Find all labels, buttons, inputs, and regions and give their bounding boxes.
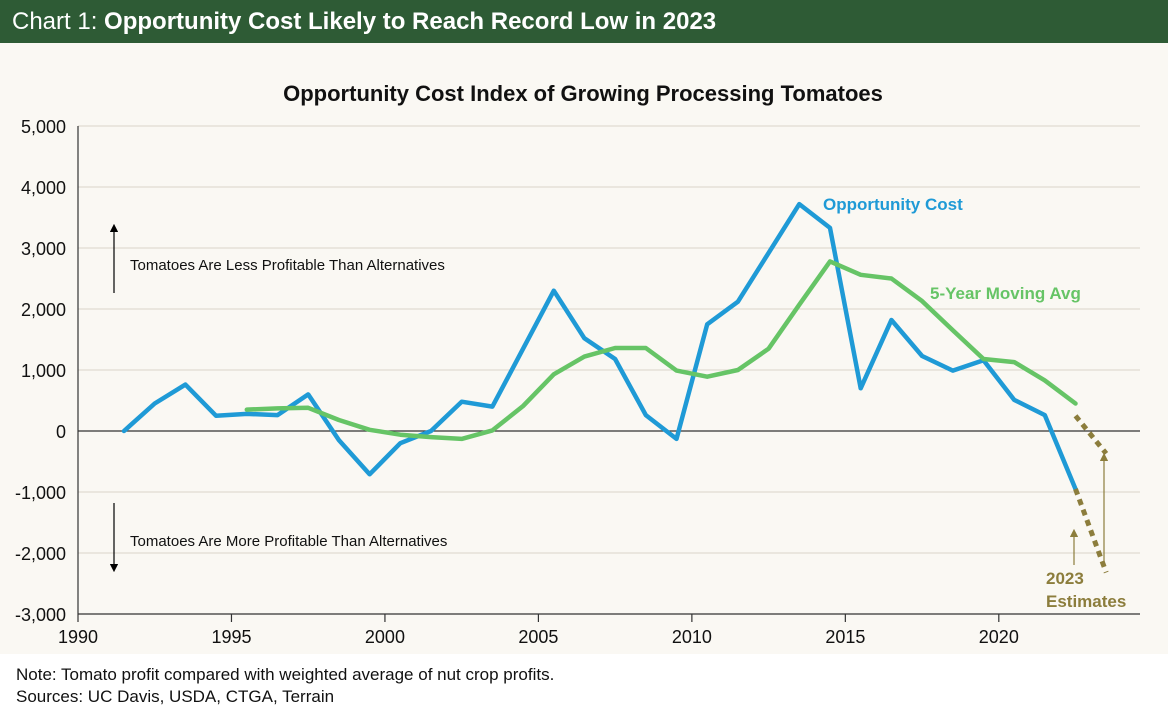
x-tick-label: 2015 bbox=[825, 627, 865, 647]
x-axis: 1990 1995 2000 2005 2010 2015 2020 bbox=[58, 613, 1140, 647]
chart-number: Chart 1: bbox=[12, 8, 105, 35]
y-tick-label: -3,000 bbox=[15, 605, 66, 625]
opportunity-cost-chart: Opportunity Cost Index of Growing Proces… bbox=[15, 81, 1140, 647]
x-tick-label: 2005 bbox=[518, 627, 558, 647]
x-tick-label: 2000 bbox=[365, 627, 405, 647]
footnote: Note: Tomato profit compared with weight… bbox=[16, 665, 555, 684]
y-axis: 5,000 4,000 3,000 2,000 1,000 0 -1,000 -2,000 -3… bbox=[15, 117, 79, 625]
chart-title: Opportunity Cost Index of Growing Proces… bbox=[283, 81, 883, 106]
chart-headline: Opportunity Cost Likely to Reach Record … bbox=[104, 8, 717, 35]
series-line-5-year-moving-avg-2023-estimate bbox=[1073, 414, 1109, 456]
estimates-year-label: 2023 bbox=[1046, 569, 1084, 588]
y-tick-label: 1,000 bbox=[21, 361, 66, 381]
series-line-opportunity-cost bbox=[121, 201, 1078, 492]
y-tick-label: 3,000 bbox=[21, 239, 66, 259]
y-tick-label: 0 bbox=[56, 422, 66, 442]
y-tick-label: 4,000 bbox=[21, 178, 66, 198]
less-profitable-label: Tomatoes Are Less Profitable Than Altern… bbox=[130, 257, 445, 274]
chart-footer: Note: Tomato profit compared with weight… bbox=[16, 664, 554, 708]
series-line-opportunity-cost-2023-estimate bbox=[1073, 488, 1109, 574]
y-tick-label: -1,000 bbox=[15, 483, 66, 503]
x-tick-label: 1995 bbox=[211, 627, 251, 647]
opportunity-cost-label: Opportunity Cost bbox=[823, 195, 963, 214]
y-tick-label: 2,000 bbox=[21, 300, 66, 320]
chart-header: Chart 1: Opportunity Cost Likely to Reac… bbox=[0, 0, 1168, 43]
more-profitable-label: Tomatoes Are More Profitable Than Altern… bbox=[130, 533, 447, 550]
sources-line: Sources: UC Davis, USDA, CTGA, Terrain bbox=[16, 687, 335, 706]
x-tick-label: 2010 bbox=[672, 627, 712, 647]
series-line-5-year-moving-avg bbox=[244, 259, 1078, 442]
x-tick-label: 2020 bbox=[979, 627, 1019, 647]
y-tick-label: 5,000 bbox=[21, 117, 66, 137]
y-tick-label: -2,000 bbox=[15, 544, 66, 564]
estimates-label: Estimates bbox=[1046, 592, 1126, 611]
x-tick-label: 1990 bbox=[58, 627, 98, 647]
data-series bbox=[121, 201, 1109, 574]
moving-avg-label: 5-Year Moving Avg bbox=[930, 284, 1081, 303]
